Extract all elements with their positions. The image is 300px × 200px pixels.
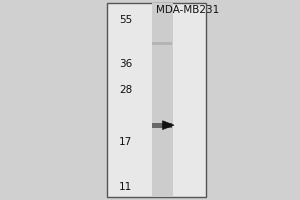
Text: 17: 17 xyxy=(119,137,132,147)
Bar xyxy=(152,42,172,45)
Bar xyxy=(152,3,172,197)
Text: 55: 55 xyxy=(119,15,132,25)
Polygon shape xyxy=(163,121,174,130)
Text: 28: 28 xyxy=(119,85,132,95)
Text: 36: 36 xyxy=(119,59,132,69)
Text: MDA-MB231: MDA-MB231 xyxy=(156,5,219,15)
Bar xyxy=(106,3,206,197)
Bar xyxy=(152,123,172,128)
Text: 11: 11 xyxy=(119,182,132,192)
